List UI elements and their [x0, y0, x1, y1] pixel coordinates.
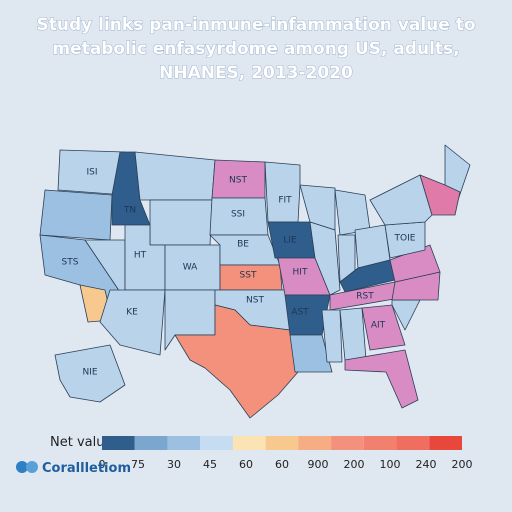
region-label: HT: [134, 251, 147, 261]
region: [134, 151, 216, 201]
legend-tick-label: 45: [203, 458, 217, 471]
region: [419, 174, 461, 216]
region-label: AST: [291, 308, 309, 318]
legend-swatch: [363, 436, 397, 450]
legend-tick-label: 100: [380, 458, 401, 471]
legend-swatch: [331, 436, 364, 450]
legend-swatch: [167, 436, 201, 450]
region-label: STS: [62, 258, 79, 268]
legend-title: Net value!: [50, 435, 118, 450]
title-line: metabolic enfasyrdome among US, adults,: [52, 39, 459, 59]
region: [54, 344, 126, 403]
region-label: SSI: [231, 210, 245, 220]
legend-swatch: [232, 436, 266, 450]
legend-swatch: [102, 436, 135, 450]
legend: Net value! 0 75 30 45 60 60 900 200 100 240 200: [50, 435, 473, 471]
region-label: SST: [240, 271, 257, 281]
region: [339, 307, 367, 361]
region: [309, 221, 341, 296]
title-line: NHANES, 2013-2020: [159, 63, 353, 83]
legend-swatch: [298, 436, 332, 450]
region: [149, 199, 213, 246]
legend-tick-label: 0: [99, 458, 106, 471]
region: [264, 161, 301, 223]
region-label: NST: [229, 176, 247, 186]
region-label: AIT: [371, 321, 386, 331]
region: [289, 334, 333, 373]
region-label: NIE: [82, 368, 97, 378]
region-label: LIE: [283, 236, 297, 246]
map: ISI STS TN HT WA KE NST SSI BE SST NST FIT LIE HIT AST…: [39, 144, 471, 419]
region-label: RST: [356, 292, 374, 302]
region-label: WA: [183, 263, 198, 273]
region-label: TOIE: [394, 234, 416, 244]
region: [361, 304, 406, 351]
region-label: HIT: [293, 268, 308, 278]
region: [344, 349, 419, 409]
legend-swatch: [265, 436, 299, 450]
region-label: TN: [123, 206, 136, 216]
legend-swatch: [134, 436, 168, 450]
region: [321, 309, 343, 363]
legend-swatch: [200, 436, 233, 450]
region-label: ISI: [86, 168, 97, 178]
region: [99, 289, 166, 356]
region: [39, 189, 113, 241]
legend-tick-label: 240: [416, 458, 437, 471]
legend-swatch: [429, 436, 462, 450]
logo-dot: [16, 461, 28, 473]
legend-tick-label: 30: [167, 458, 181, 471]
legend-swatch: [396, 436, 430, 450]
legend-tick-label: 200: [344, 458, 365, 471]
legend-tick-label: 75: [131, 458, 145, 471]
region-label: BE: [237, 240, 249, 250]
legend-tick-label: 60: [239, 458, 253, 471]
legend-tick-label: 60: [275, 458, 289, 471]
legend-tick-label: 200: [452, 458, 473, 471]
region-label: FIT: [278, 196, 292, 206]
logo-dot: [26, 461, 38, 473]
brand-name: Corallletiom: [42, 461, 131, 476]
brand: Corallletiom: [16, 461, 131, 476]
region-label: NST: [246, 296, 264, 306]
region: [369, 174, 433, 226]
region-label: KE: [126, 308, 138, 318]
legend-tick-label: 900: [308, 458, 329, 471]
title-line: Study links pan-inmune-infammation value…: [36, 15, 475, 35]
